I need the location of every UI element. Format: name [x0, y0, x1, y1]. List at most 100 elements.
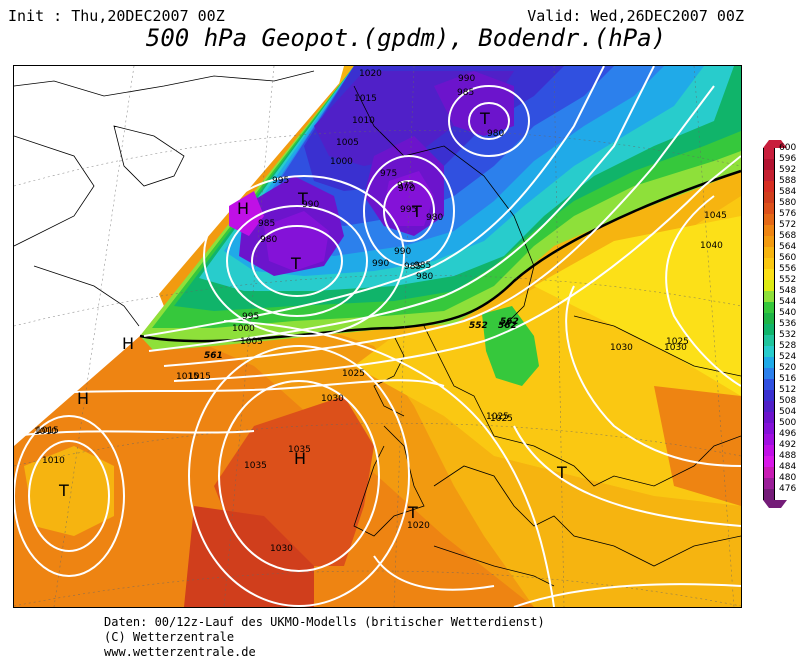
low-pressure-center: T: [290, 254, 301, 273]
legend-swatch: [763, 247, 775, 258]
legend-swatch: [763, 214, 775, 225]
legend-label: 548: [779, 286, 797, 296]
legend-swatch: [763, 412, 775, 423]
low-pressure-center: T: [411, 202, 422, 221]
legend-label: 580: [779, 198, 797, 208]
isobar-label: 990: [302, 200, 319, 210]
footer-copyright: (C) Wetterzentrale: [104, 630, 235, 644]
isobar-label: 1025: [486, 412, 509, 422]
legend-swatch: [763, 401, 775, 412]
legend-label: 600: [779, 143, 797, 153]
isobar-label: 990: [394, 247, 411, 257]
legend-swatch: [763, 368, 775, 379]
isobar-label: 980: [260, 235, 277, 245]
weather-map: 1020 1015 1010 1005 1000 995 990 985 980 990 985 98…: [13, 65, 742, 608]
pressure-labels: 1020101510101005100099599098598099098598…: [34, 69, 727, 554]
legend-swatch: [763, 489, 775, 500]
legend-swatch: [763, 478, 775, 489]
isobar-label: 980: [426, 213, 443, 223]
isobar-label: 1030: [664, 343, 687, 353]
low-pressure-center: T: [297, 189, 308, 208]
legend-label: 564: [779, 242, 797, 252]
legend-label: 484: [779, 462, 797, 472]
isobar-label: 980: [416, 272, 433, 282]
legend-swatch: [763, 346, 775, 357]
isobar-label: 1025: [666, 337, 689, 347]
coastlines: [14, 70, 741, 587]
isobar-label: 975: [397, 181, 414, 191]
geopotential-label: 552: [469, 321, 488, 331]
low-pressure-center: T: [479, 109, 490, 128]
legend-swatch: [763, 324, 775, 335]
isobar-label: 1035: [288, 445, 311, 455]
isobar-label: 985: [457, 88, 474, 98]
legend-swatch: [763, 192, 775, 203]
legend-label: 524: [779, 352, 797, 362]
legend-label: 480: [779, 473, 797, 483]
legend-swatch: [763, 335, 775, 346]
legend-label: 540: [779, 308, 797, 318]
legend-label: 588: [779, 176, 797, 186]
color-legend: 600 596 592 588 584 580 576 572 568 564 560 556 552 5…: [763, 140, 811, 530]
isobar-label: 1010: [42, 456, 65, 466]
legend-label: 528: [779, 341, 797, 351]
legend-label: 520: [779, 363, 797, 373]
geopotential-552-contour: [139, 169, 741, 343]
isobar-label: 975: [380, 169, 397, 179]
footer-data-source: Daten: 00/12z-Lauf des UKMO-Modells (bri…: [104, 615, 545, 629]
legend-swatch: [763, 313, 775, 324]
footer-link[interactable]: www.wetterzentrale.de: [104, 645, 256, 659]
legend-swatch: [763, 203, 775, 214]
isobar-label: 1005: [336, 138, 359, 148]
legend-label: 572: [779, 220, 797, 230]
legend-swatch: [763, 423, 775, 434]
isobar-label: 1020: [407, 521, 430, 531]
isobar-label: 1040: [700, 241, 723, 251]
isobar-label: 985: [258, 219, 275, 229]
geopotential-label: 562: [498, 321, 517, 331]
isobar-label: 995: [242, 312, 259, 322]
isobar-label: 985: [414, 261, 431, 271]
isobar-label: 985: [404, 262, 421, 272]
legend-swatch: [763, 181, 775, 192]
legend-label: 576: [779, 209, 797, 219]
isobar-label: 990: [458, 74, 475, 84]
high-pressure-center: H: [294, 449, 306, 468]
legend-label: 560: [779, 253, 797, 263]
isobar-label: 1030: [321, 394, 344, 404]
map-canvas: 1020101510101005100099599098598099098598…: [14, 66, 741, 607]
legend-label: 592: [779, 165, 797, 175]
legend-swatch: [763, 302, 775, 313]
isobar-label: 1030: [270, 544, 293, 554]
legend-label: 584: [779, 187, 797, 197]
isobar-label: 1015: [36, 426, 59, 436]
isobars: [14, 66, 741, 607]
legend-top-tip: [763, 140, 787, 148]
isobar-label: 1035: [244, 461, 267, 471]
legend-label: 596: [779, 154, 797, 164]
legend-label: 512: [779, 385, 797, 395]
legend-swatch: [763, 280, 775, 291]
legend-swatch: [763, 445, 775, 456]
high-pressure-center: H: [237, 199, 249, 218]
legend-label: 476: [779, 484, 797, 494]
legend-swatch: [763, 456, 775, 467]
legend-swatch: [763, 159, 775, 170]
legend-swatch: [763, 258, 775, 269]
pressure-centers: H H H H T T T T T T T: [58, 109, 567, 522]
isobar-label: 1010: [352, 116, 375, 126]
init-time: Init : Thu,20DEC2007 00Z: [8, 7, 225, 25]
isobar-label: 980: [487, 129, 504, 139]
legend-swatch: [763, 269, 775, 280]
legend-swatch: [763, 390, 775, 401]
high-pressure-center: H: [122, 334, 134, 353]
legend-swatch: [763, 379, 775, 390]
legend-swatch: [763, 291, 775, 302]
legend-label: 516: [779, 374, 797, 384]
isobar-label: 1030: [610, 343, 633, 353]
isobar-label: 1010: [34, 427, 57, 437]
legend-swatch: [763, 467, 775, 478]
isobar-label: 1015: [354, 94, 377, 104]
map-title: 500 hPa Geopot.(gpdm), Bodendr.(hPa): [145, 24, 667, 52]
isobar-label: 970: [398, 184, 415, 194]
